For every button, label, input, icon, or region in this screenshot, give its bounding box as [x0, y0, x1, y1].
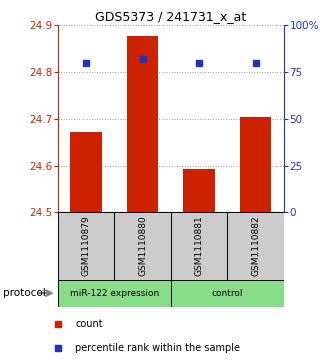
Title: GDS5373 / 241731_x_at: GDS5373 / 241731_x_at: [95, 10, 247, 23]
Bar: [171, 212, 227, 280]
Text: percentile rank within the sample: percentile rank within the sample: [75, 343, 240, 352]
Bar: [58, 280, 171, 307]
Text: control: control: [212, 289, 243, 298]
Text: miR-122 expression: miR-122 expression: [70, 289, 159, 298]
Bar: [114, 212, 171, 280]
Text: GSM1110882: GSM1110882: [251, 216, 260, 276]
Bar: [183, 170, 214, 212]
Bar: [240, 118, 271, 212]
Text: GSM1110881: GSM1110881: [194, 216, 204, 276]
Text: GSM1110879: GSM1110879: [82, 216, 90, 276]
Text: count: count: [75, 319, 103, 329]
Bar: [171, 280, 284, 307]
Text: protocol: protocol: [3, 288, 46, 298]
Bar: [58, 212, 114, 280]
Text: GSM1110880: GSM1110880: [138, 216, 147, 276]
Bar: [71, 132, 102, 212]
Bar: [227, 212, 284, 280]
Bar: [127, 36, 158, 212]
